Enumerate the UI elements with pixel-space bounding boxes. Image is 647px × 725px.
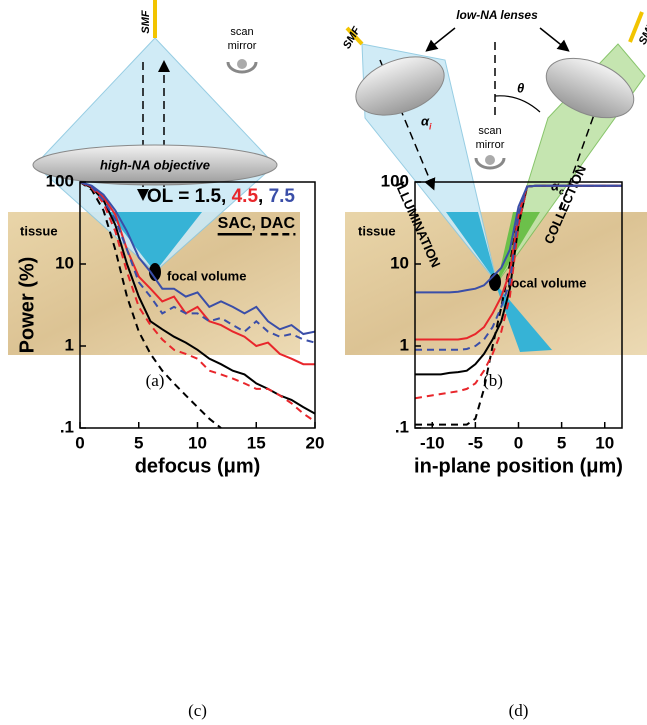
theta-arc [495, 96, 540, 112]
objective-label: high-NA objective [100, 157, 210, 172]
focal-label: focal volume [167, 268, 246, 283]
y-tick-label: 10 [390, 253, 409, 272]
legend-style: SAC [218, 215, 252, 232]
x-tick-label: 5 [557, 433, 566, 452]
legend-part: 7.5 [269, 186, 296, 207]
caption: (d) [509, 701, 529, 720]
caption: (c) [188, 701, 207, 720]
tissue-label: tissue [20, 223, 58, 238]
legend-part: 4.5 [232, 186, 259, 207]
x-tick-label: 0 [514, 433, 523, 452]
y-tick-label: .1 [395, 417, 409, 436]
caption: (a) [146, 371, 165, 390]
legend-title: OL = 1.5, 4.5, 7.5 [147, 186, 296, 207]
theta-label: θ [517, 80, 524, 95]
mirror-label: scan [230, 26, 253, 38]
x-tick-label: 10 [188, 433, 207, 452]
y-tick-label: .1 [60, 417, 74, 436]
x-tick-label: 10 [595, 433, 614, 452]
focal-spot [489, 273, 501, 291]
x-tick-label: -10 [420, 433, 445, 452]
lenses-label: low-NA lenses [456, 8, 538, 22]
mirror-icon [485, 155, 495, 165]
legend-part: 1.5 [195, 186, 222, 207]
legend-part: , [258, 186, 269, 207]
y-axis-label: Power (%) [16, 257, 38, 354]
mirror-label: mirror [476, 139, 505, 151]
legend-style: , [251, 215, 260, 232]
tissue-label: tissue [358, 223, 396, 238]
y-tick-label: 1 [400, 335, 409, 354]
x-tick-label: 20 [306, 433, 325, 452]
y-tick-label: 100 [46, 171, 74, 190]
x-tick-label: -5 [468, 433, 483, 452]
legend-part: , [221, 186, 232, 207]
focal-label: focal volume [507, 275, 586, 290]
legend-styles: SAC, DAC [218, 215, 296, 232]
panel-b: SMF SMF low-NA lenses θ α i α c scan mir… [341, 8, 647, 390]
fiber-label: SMF [341, 25, 363, 51]
figure: SMF high-NA objective scan mirror tissue… [0, 0, 647, 725]
legend-style: DAC [260, 215, 295, 232]
arrow [540, 28, 565, 48]
x-axis-label: in-plane position (μm) [414, 455, 623, 477]
mirror-icon [237, 59, 247, 69]
y-tick-label: 1 [65, 335, 74, 354]
y-tick-label: 100 [381, 171, 409, 190]
mirror-label: scan [478, 125, 501, 137]
x-tick-label: 15 [247, 433, 266, 452]
x-axis-label: defocus (μm) [135, 455, 261, 477]
fiber-label: SMF [140, 10, 152, 34]
arrow [430, 28, 455, 48]
x-tick-label: 5 [134, 433, 143, 452]
y-tick-label: 10 [55, 253, 74, 272]
legend-part: OL = [147, 186, 195, 207]
mirror-label: mirror [228, 40, 257, 52]
x-tick-label: 0 [75, 433, 84, 452]
